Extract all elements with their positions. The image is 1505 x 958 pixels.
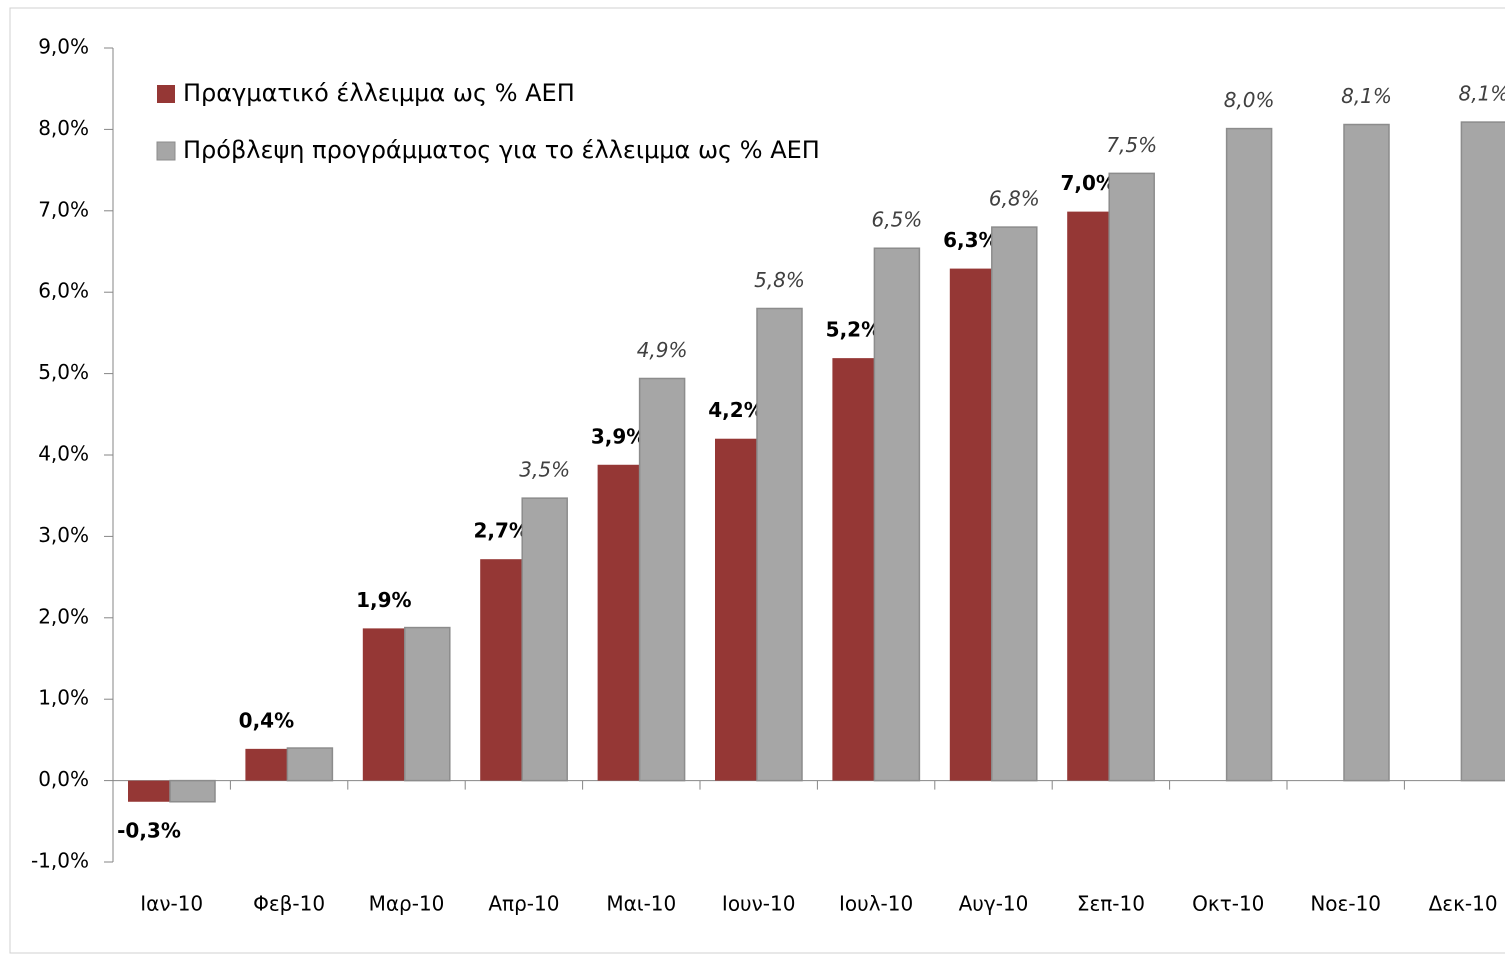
y-tick-label: -1,0% <box>31 849 89 873</box>
data-label: 6,3% <box>943 228 998 252</box>
legend-label: Πραγματικό έλλειμμα ως % ΑΕΠ <box>183 79 575 107</box>
legend-label: Πρόβλεψη προγράμματος για το έλλειμμα ως… <box>183 136 820 164</box>
bar <box>480 559 523 781</box>
data-label: 2,7% <box>473 519 528 543</box>
data-label: 8,1% <box>1341 84 1392 108</box>
bar <box>169 779 216 803</box>
bar <box>521 497 568 782</box>
data-label: -0,3% <box>117 818 181 842</box>
y-tick-label: 7,0% <box>38 197 89 221</box>
data-label: 6,5% <box>871 208 922 232</box>
bar <box>1225 127 1273 782</box>
x-tick-label: Αυγ-10 <box>959 892 1029 916</box>
data-label: 8,1% <box>1458 82 1505 106</box>
y-tick-label: 3,0% <box>38 523 89 547</box>
bar <box>286 747 334 782</box>
data-label: 4,2% <box>708 398 763 422</box>
bar <box>991 226 1038 782</box>
bar <box>597 464 640 781</box>
y-tick-label: 4,0% <box>38 442 89 466</box>
x-tick-label: Απρ-10 <box>488 892 559 916</box>
y-tick-label: 1,0% <box>38 686 89 710</box>
x-tick-label: Σεπ-10 <box>1077 892 1145 916</box>
bar <box>245 748 288 781</box>
y-tick-label: 0,0% <box>38 767 89 791</box>
x-tick-label: Δεκ-10 <box>1429 892 1498 916</box>
x-tick-label: Μαι-10 <box>606 892 676 916</box>
y-tick-label: 6,0% <box>38 279 89 303</box>
bar <box>1460 121 1505 782</box>
data-label: 5,2% <box>826 318 881 342</box>
bar <box>1343 123 1390 782</box>
x-tick-label: Ιουλ-10 <box>839 892 913 916</box>
bar <box>638 377 686 782</box>
data-label: 6,8% <box>989 187 1040 211</box>
data-label: 3,5% <box>519 458 570 482</box>
data-label: 7,5% <box>1106 133 1157 157</box>
bar <box>404 626 451 782</box>
legend-swatch <box>157 85 175 103</box>
x-tick-label: Οκτ-10 <box>1192 892 1264 916</box>
y-tick-label: 8,0% <box>38 116 89 140</box>
x-tick-label: Μαρ-10 <box>369 892 445 916</box>
x-tick-label: Φεβ-10 <box>253 892 325 916</box>
y-tick-label: 2,0% <box>38 604 89 628</box>
data-label: 8,0% <box>1224 88 1275 112</box>
data-label: 1,9% <box>356 588 411 612</box>
x-tick-label: Ιαν-10 <box>140 892 203 916</box>
y-tick-label: 9,0% <box>38 35 89 59</box>
bar <box>1067 211 1110 781</box>
data-label: 7,0% <box>1060 171 1115 195</box>
bar <box>715 438 757 781</box>
bar <box>832 358 875 781</box>
legend-swatch <box>156 141 176 161</box>
data-label: 0,4% <box>239 708 294 732</box>
bar <box>362 628 405 781</box>
data-label: 4,9% <box>637 338 688 362</box>
bar <box>1108 172 1155 782</box>
bar <box>949 268 992 781</box>
x-tick-label: Νοε-10 <box>1310 892 1381 916</box>
data-label: 3,9% <box>591 424 646 448</box>
x-tick-label: Ιουν-10 <box>722 892 796 916</box>
y-tick-label: 5,0% <box>38 360 89 384</box>
bar <box>756 307 803 782</box>
data-label: 5,8% <box>754 268 805 292</box>
bar <box>128 780 170 802</box>
bar <box>873 247 921 782</box>
